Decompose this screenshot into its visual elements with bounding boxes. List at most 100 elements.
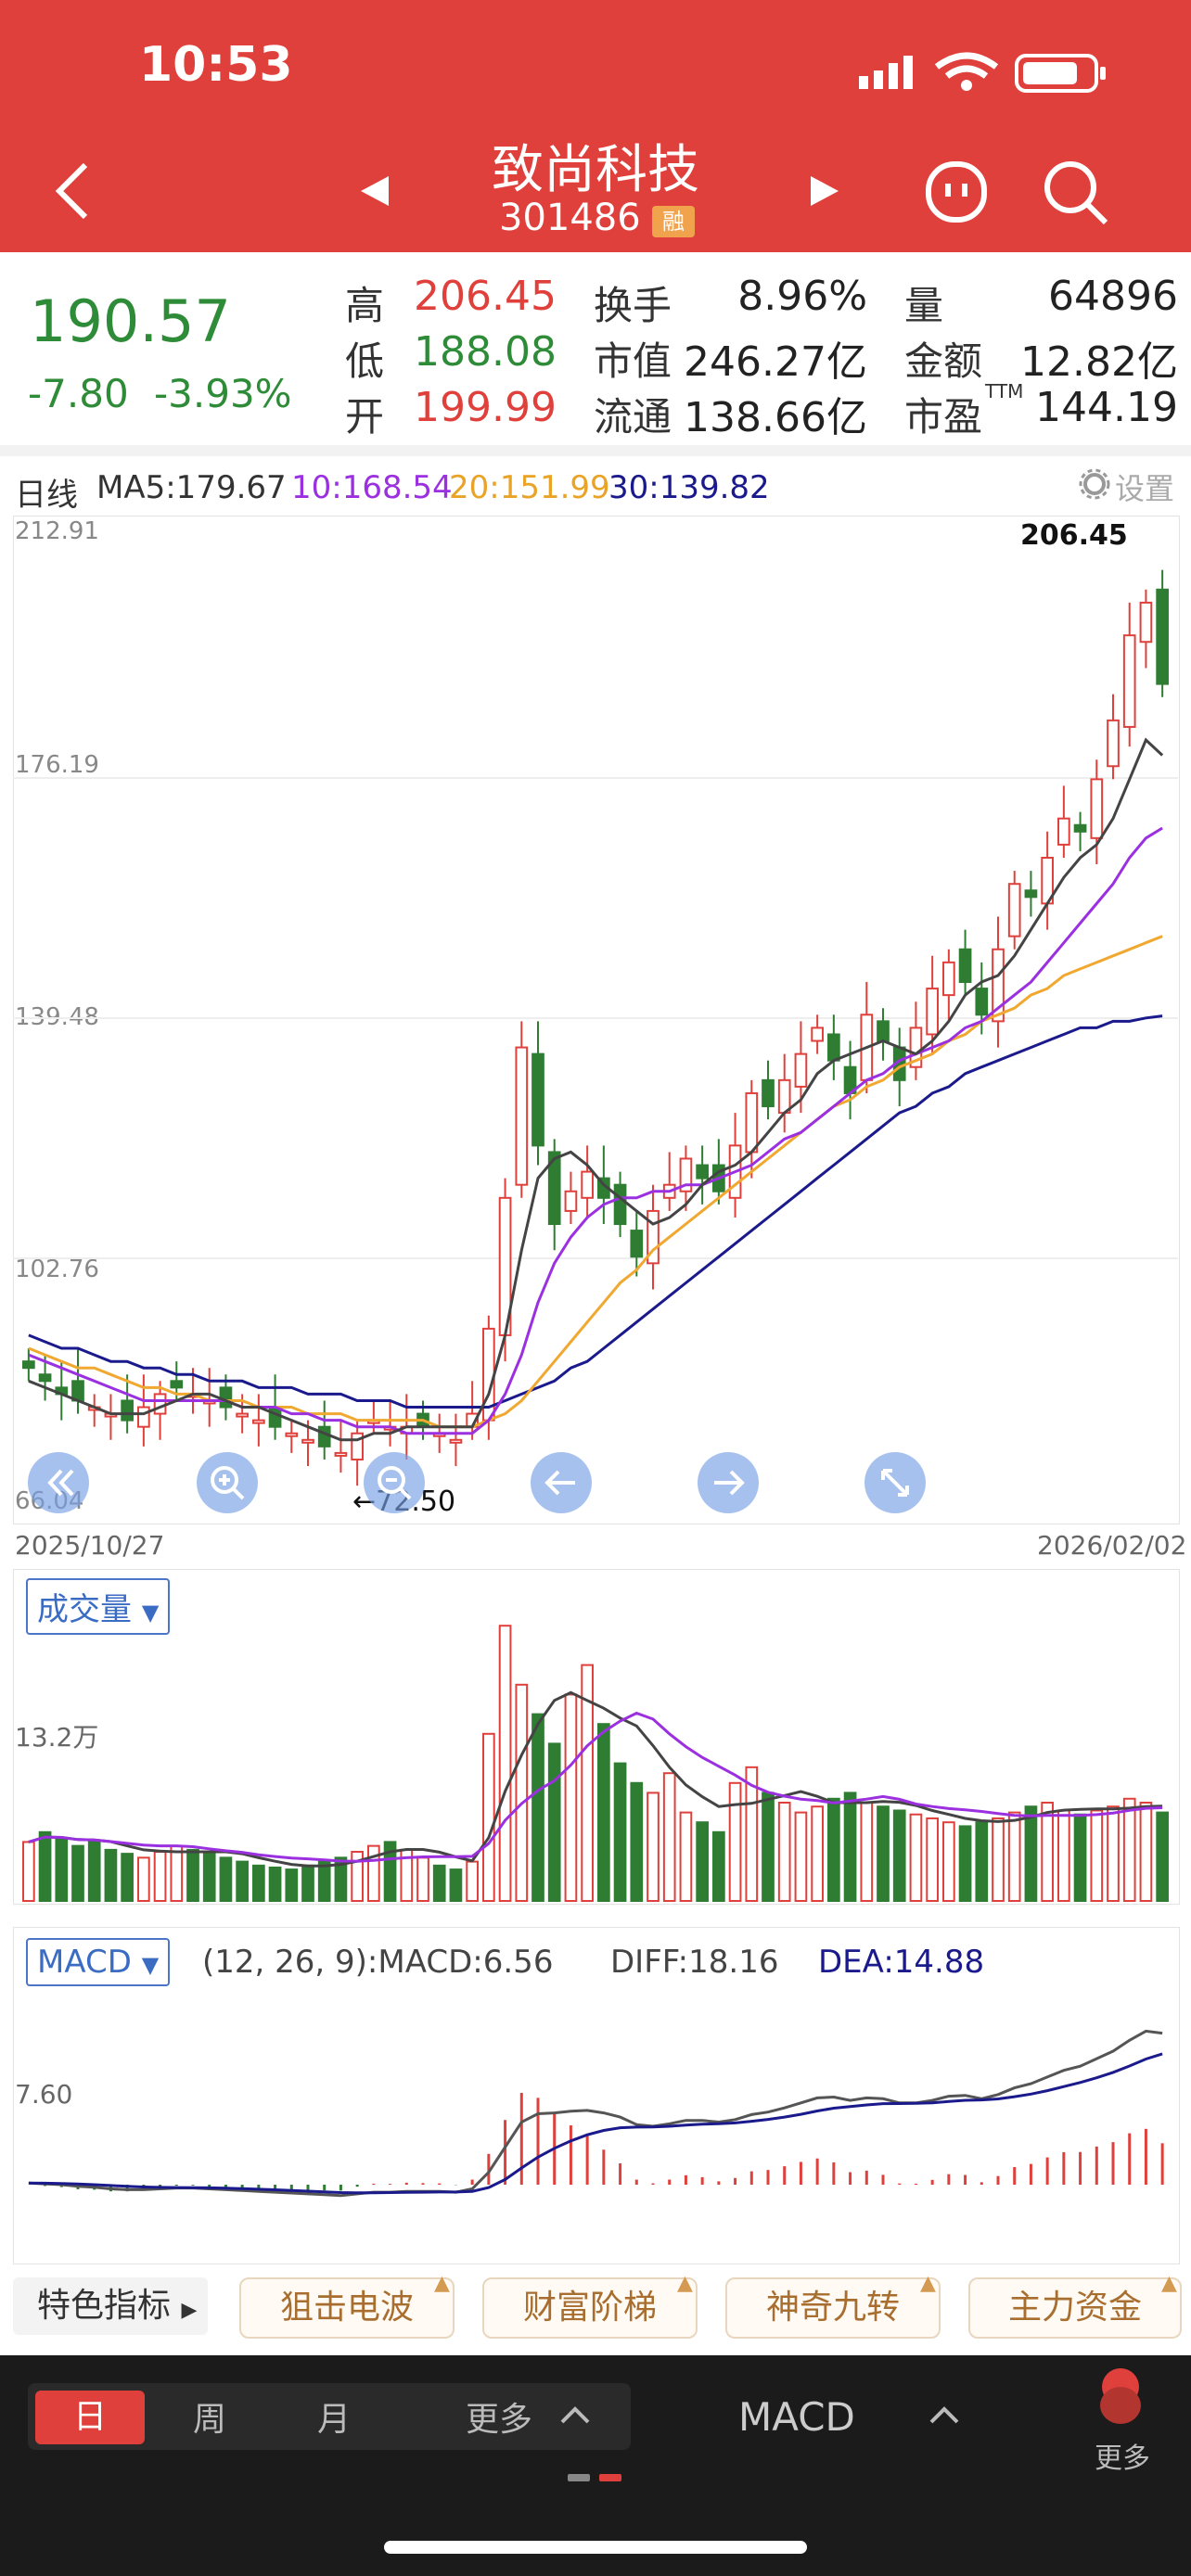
volume-bar [367,1844,380,1903]
volume-chart[interactable] [0,1569,1191,1905]
scroll-start-button[interactable] [28,1452,89,1513]
candlestick-chart[interactable] [0,516,1191,1523]
label-open: 开 [345,394,385,440]
candle-body [334,1451,348,1457]
page-dot-active [599,2474,621,2481]
scroll-right-button[interactable] [698,1452,759,1513]
period-label: 日线 [15,477,78,514]
chevron-up-icon[interactable] [926,2400,963,2431]
volume-bar [1107,1805,1120,1902]
ma20-label: 20:151.99 [449,469,610,506]
volume-bar [186,1848,199,1903]
volume-frame [13,1569,1180,1905]
macd-diff: DIFF:18.16 [610,1944,779,1981]
feature-indicator-menu[interactable]: 特色指标 ▶ [13,2277,208,2335]
candle-body [1057,817,1070,846]
candle-body [745,1091,759,1154]
tab-month[interactable]: 月 [317,2401,352,2439]
tab-week[interactable]: 周 [193,2401,227,2439]
volume-bar [1007,1811,1021,1903]
robot-face-icon [926,161,987,223]
volume-bar [1122,1797,1136,1902]
macd-selector[interactable]: MACD ▼ [26,1938,171,1986]
label-amount: 金额 [904,338,983,384]
indicator-selector[interactable]: MACD [738,2394,855,2440]
candle-body [547,1151,561,1226]
zoom-in-button[interactable] [197,1452,258,1513]
volume-bar [1073,1813,1087,1902]
search-button[interactable] [1039,156,1113,230]
volume-bar [498,1625,512,1902]
home-indicator [384,2541,807,2554]
macd-dea-line [28,2052,1163,2195]
volume-bar [892,1809,906,1903]
candle-body [926,988,939,1036]
scroll-left-button[interactable] [531,1452,592,1513]
candle-body [1122,634,1136,728]
volume-bar [219,1856,233,1902]
macd-params: (12, 26, 9):MACD:6.56 [202,1944,554,1981]
back-button[interactable] [46,158,102,223]
value-high: 206.45 [414,273,557,320]
ma5-label: MA5:179.67 [96,469,287,506]
kline-axis-1: 176.19 [15,751,99,779]
volume-bar [581,1664,594,1902]
settings-button[interactable]: 设置 [1078,465,1180,506]
volume-bar [926,1817,939,1902]
kline-axis-3: 102.76 [15,1256,99,1283]
page-dot [568,2474,590,2481]
double-left-icon [47,1469,74,1497]
assistant-button[interactable] [924,159,989,224]
volume-bar [1057,1809,1070,1903]
candle-body [351,1432,364,1460]
candle-body [219,1386,233,1409]
volume-bar [564,1693,578,1902]
more-menu-label[interactable]: 更多 [1095,2442,1150,2475]
date-start: 2025/10/27 [15,1530,165,1561]
volume-bar [860,1802,874,1902]
tab-day[interactable]: 日 [35,2391,145,2444]
volume-bar [728,1781,742,1902]
fullscreen-button[interactable] [864,1452,926,1513]
candle-body [942,961,955,997]
tab-more[interactable]: 更多 [466,2401,533,2439]
volume-bar [236,1860,249,1903]
label-market-cap: 市值 [594,338,672,384]
feature-item[interactable]: 主力资金 [968,2277,1182,2339]
macd-chart[interactable] [0,1927,1191,2263]
volume-selector[interactable]: 成交量 ▼ [26,1578,171,1635]
volume-bar [992,1817,1005,1902]
prev-stock-button[interactable] [357,172,394,210]
candle-body [236,1412,249,1418]
volume-bar [679,1811,693,1903]
chevron-up-icon[interactable] [557,2400,594,2431]
current-price: 190.57 [30,287,231,355]
zoom-out-button[interactable] [364,1452,425,1513]
candle-body [1090,778,1104,839]
volume-bar [71,1844,84,1903]
candle-body [975,988,989,1016]
dropdown-triangle-icon: ▼ [141,1952,160,1978]
volume-bar [777,1802,791,1902]
feature-item[interactable]: 财富阶梯 [482,2277,698,2339]
candle-body [449,1438,463,1444]
kline-axis-0: 212.91 [15,517,99,545]
arrow-left-icon [544,1470,575,1496]
volume-bar [351,1851,364,1902]
volume-bar [613,1762,627,1902]
next-stock-button[interactable] [805,172,842,210]
volume-bar [712,1830,725,1902]
ma10-label: 10:168.54 [291,469,453,506]
back-arrow-icon [55,162,88,220]
feature-item[interactable]: 神奇九转 [725,2277,941,2339]
volume-bar [383,1841,397,1902]
candle-body [285,1432,299,1437]
volume-bar [647,1792,660,1902]
macd-frame [13,1927,1180,2264]
search-icon [1044,161,1108,225]
feature-item[interactable]: 狙击电波 [239,2277,455,2339]
value-float-cap: 138.66亿 [684,394,867,441]
volume-bar [285,1868,299,1902]
margin-badge: 融 [652,206,695,237]
volume-bar [317,1860,331,1903]
